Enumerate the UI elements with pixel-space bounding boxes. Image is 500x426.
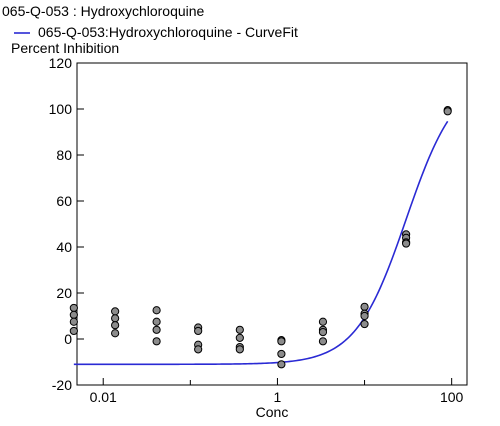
y-axis: -20 0 20 40 60 80 100 120 (49, 55, 84, 393)
data-point (111, 314, 120, 323)
y-tick-label: 100 (49, 101, 73, 117)
data-point (235, 345, 244, 354)
data-point (360, 319, 369, 329)
x-tick-label: 1 (274, 389, 282, 405)
x-axis: 0.01 1 100 (90, 378, 464, 405)
data-point (360, 302, 369, 311)
data-point (111, 329, 120, 338)
plot-frame (76, 62, 468, 386)
data-point (152, 317, 161, 326)
y-tick-label: 80 (56, 147, 72, 163)
data-point (318, 328, 328, 337)
data-point (152, 306, 161, 315)
data-points (69, 106, 452, 369)
y-axis-label: Percent Inhibition (11, 40, 119, 56)
data-point (152, 337, 161, 346)
data-point (152, 325, 161, 334)
data-point (111, 321, 120, 330)
chart-title: 065-Q-053 : Hydroxychloroquine (2, 3, 205, 19)
y-tick-label: 0 (64, 331, 72, 347)
data-point (194, 345, 203, 354)
data-point (235, 325, 244, 334)
y-tick-label: 40 (56, 239, 72, 255)
data-point (277, 337, 286, 346)
data-point (360, 311, 369, 321)
data-point (318, 317, 328, 326)
legend-entry: 065-Q-053:Hydroxychloroquine - CurveFit (38, 24, 298, 40)
data-point (277, 360, 286, 369)
data-point (402, 239, 411, 248)
data-point (69, 317, 78, 326)
y-tick-label: 20 (56, 285, 72, 301)
data-point (443, 107, 452, 116)
x-tick-label: 100 (440, 389, 464, 405)
data-point (69, 310, 78, 319)
x-tick-label: 0.01 (90, 389, 117, 405)
x-axis-label: Conc (256, 404, 289, 420)
data-point (277, 349, 286, 359)
data-point (318, 337, 328, 346)
curve-fit-line (73, 120, 449, 366)
data-point (69, 326, 78, 336)
data-point (69, 303, 78, 313)
y-tick-label: 60 (56, 193, 72, 209)
data-point (235, 333, 244, 342)
y-tick-label: -20 (52, 377, 72, 393)
data-point (194, 326, 203, 336)
data-point (111, 307, 120, 316)
y-tick-label: 120 (49, 55, 73, 71)
